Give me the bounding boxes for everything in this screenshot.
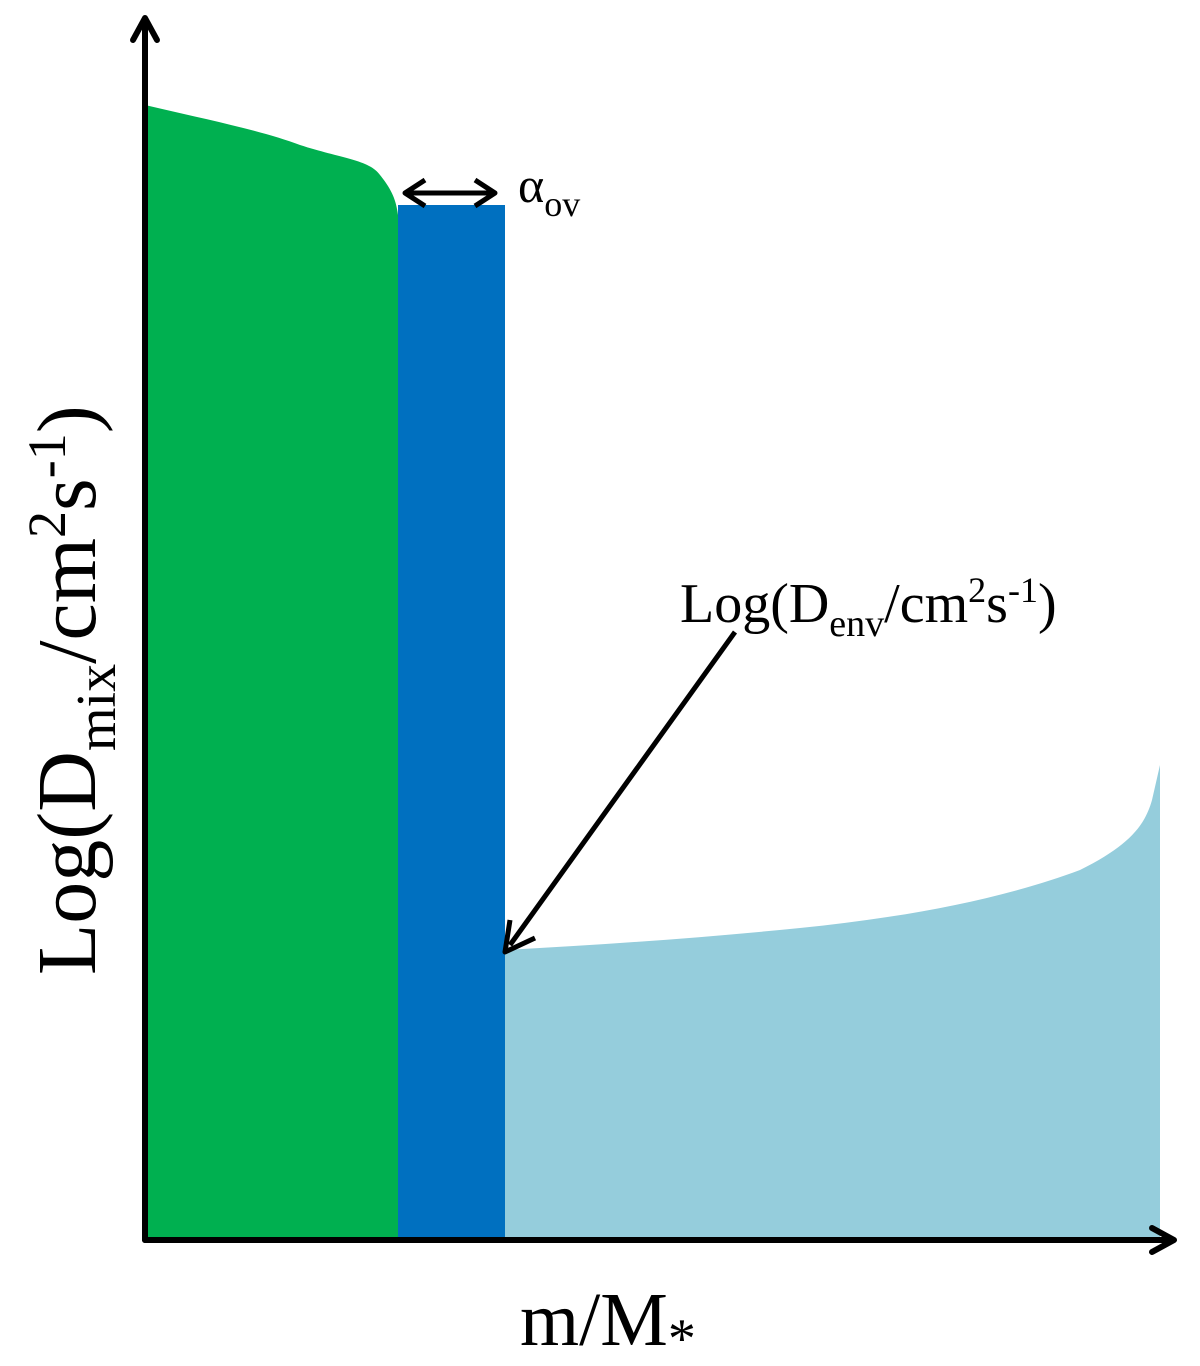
subscript: ov — [544, 184, 580, 224]
subscript: env — [829, 603, 884, 645]
suffix: ) — [1038, 573, 1057, 635]
text: m/M — [520, 1278, 668, 1362]
unit2: s — [21, 478, 114, 511]
unit: /cm — [884, 573, 968, 635]
overshoot-label: αov — [518, 157, 580, 224]
power2: -1 — [17, 433, 77, 478]
power2: -1 — [1008, 570, 1038, 610]
envelope-region — [505, 765, 1160, 1240]
prefix: Log(D — [21, 751, 114, 975]
overshoot-arrow — [402, 177, 498, 209]
power: 2 — [968, 570, 986, 610]
core-region — [145, 105, 398, 1240]
overshoot-region — [398, 205, 505, 1240]
unit: /cm — [21, 538, 114, 664]
axes — [130, 15, 1177, 1255]
x-axis-label: m/M* — [520, 1278, 696, 1366]
subscript: mix — [66, 664, 128, 751]
envelope-label: Log(Denv/cm2s-1) — [680, 570, 1057, 645]
power: 2 — [17, 511, 77, 538]
subscript: * — [668, 1308, 696, 1366]
suffix: ) — [21, 405, 114, 433]
envelope-arrow — [502, 630, 738, 955]
symbol: α — [518, 157, 544, 213]
prefix: Log(D — [680, 573, 829, 635]
unit2: s — [986, 573, 1008, 635]
y-axis-label: Log(Dmix/cm2s-1) — [17, 405, 128, 975]
